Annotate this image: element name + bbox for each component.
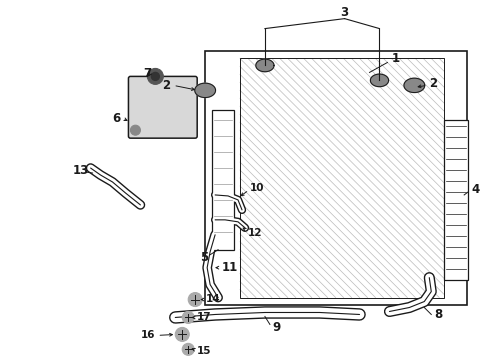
Text: 9: 9 xyxy=(272,321,280,334)
Text: 16: 16 xyxy=(141,330,155,341)
Text: 2: 2 xyxy=(162,79,171,92)
Text: 12: 12 xyxy=(248,228,263,238)
Text: 1: 1 xyxy=(392,52,399,65)
Text: 5: 5 xyxy=(200,251,208,264)
Bar xyxy=(240,58,444,298)
Text: 6: 6 xyxy=(112,112,121,125)
Circle shape xyxy=(147,68,163,84)
Polygon shape xyxy=(370,74,389,87)
Text: 7: 7 xyxy=(144,67,151,80)
Text: 13: 13 xyxy=(73,163,89,176)
Text: 2: 2 xyxy=(429,77,438,90)
Text: 15: 15 xyxy=(197,346,212,356)
Polygon shape xyxy=(195,83,216,98)
Text: 3: 3 xyxy=(341,6,349,19)
Bar xyxy=(212,110,234,250)
Polygon shape xyxy=(404,78,425,93)
Text: 17: 17 xyxy=(197,312,212,323)
Circle shape xyxy=(182,343,194,355)
Text: 10: 10 xyxy=(250,183,265,193)
Circle shape xyxy=(175,328,189,341)
Circle shape xyxy=(151,72,159,80)
Circle shape xyxy=(130,125,141,135)
Text: 4: 4 xyxy=(471,184,479,197)
FancyBboxPatch shape xyxy=(128,76,197,138)
Bar xyxy=(444,120,468,280)
Bar xyxy=(205,50,467,305)
Circle shape xyxy=(182,311,194,323)
Text: 14: 14 xyxy=(206,293,221,303)
Polygon shape xyxy=(256,59,274,72)
Text: 8: 8 xyxy=(434,308,442,321)
Text: 11: 11 xyxy=(222,261,238,274)
Circle shape xyxy=(188,293,202,306)
